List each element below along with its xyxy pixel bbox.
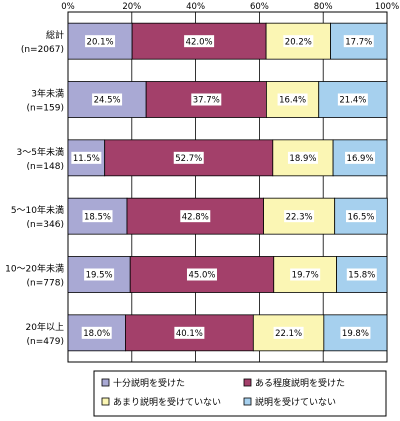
data-label: 20.1% <box>87 37 114 47</box>
x-axis-ticks: 0% 20% 40% 60% 80% 100% <box>61 2 399 12</box>
data-label: 40.1% <box>176 329 203 339</box>
data-label: 21.4% <box>339 96 366 106</box>
data-label-bg <box>184 35 215 48</box>
legend-label: ある程度説明を受けた <box>255 377 345 389</box>
data-label: 19.5% <box>86 271 113 281</box>
data-label-bg <box>84 268 115 281</box>
category-n-label: (n=148) <box>27 162 64 172</box>
category-label: 10～20年未満 <box>5 263 64 275</box>
data-label-bg <box>340 326 371 339</box>
data-label: 19.8% <box>342 329 369 339</box>
data-label: 16.5% <box>347 212 374 222</box>
category-label: 総計 <box>46 29 64 41</box>
plot-area <box>67 11 388 363</box>
data-label-bg <box>277 93 308 106</box>
data-label: 11.5% <box>73 154 100 164</box>
category-labels: 総計 (n=2067) 3年未満 (n=159) 3～5年未満 (n=148) 5～10年未… <box>5 29 64 347</box>
data-label-bg <box>346 210 377 223</box>
data-label-bg <box>92 93 123 106</box>
data-label: 16.4% <box>279 96 306 106</box>
data-label: 20.2% <box>285 37 312 47</box>
data-label: 24.5% <box>94 96 121 106</box>
data-label-bg <box>85 35 116 48</box>
category-label: 3～5年未満 <box>17 146 64 158</box>
data-label-bg <box>287 151 318 164</box>
data-label: 42.8% <box>182 212 209 222</box>
data-label-bg <box>346 268 377 281</box>
data-label-bg <box>81 326 112 339</box>
legend-label: あまり説明を受けていない <box>113 396 221 408</box>
data-label-bg <box>186 268 217 281</box>
data-label-bg <box>284 210 315 223</box>
data-label-bg <box>345 151 376 164</box>
x-tick-label: 0% <box>61 2 75 12</box>
legend-swatch <box>101 378 110 387</box>
data-label: 22.3% <box>286 212 313 222</box>
category-n-label: (n=479) <box>27 337 64 347</box>
category-label: 3年未満 <box>31 88 64 100</box>
data-label: 42.0% <box>186 37 213 47</box>
data-label-bg <box>180 210 211 223</box>
data-label-bg <box>273 326 304 339</box>
x-tick-label: 40% <box>186 2 205 12</box>
legend-swatch <box>243 397 252 406</box>
data-label-bg <box>191 93 222 106</box>
x-tick-label: 100% <box>375 2 399 12</box>
data-label: 37.7% <box>193 96 220 106</box>
data-label-bg <box>173 151 204 164</box>
data-label: 19.7% <box>292 271 319 281</box>
category-n-label: (n=778) <box>27 279 64 289</box>
data-label: 18.9% <box>289 154 316 164</box>
category-n-label: (n=346) <box>27 220 64 230</box>
x-tick-label: 80% <box>314 2 333 12</box>
data-label: 15.8% <box>348 271 375 281</box>
data-label-bg <box>174 326 205 339</box>
data-label-bg <box>71 151 102 164</box>
data-label: 18.0% <box>83 329 110 339</box>
data-label: 52.7% <box>175 154 202 164</box>
bars: 20.1% 42.0% 20.2% 17.7% 24.5% 37.7% 16.4% 21.4%… <box>67 22 388 352</box>
category-n-label: (n=2067) <box>21 45 64 55</box>
data-label-bg <box>337 93 368 106</box>
data-label: 16.9% <box>347 154 374 164</box>
data-label-bg <box>283 35 314 48</box>
legend-box <box>93 370 387 417</box>
category-label: 20年以上 <box>26 321 64 333</box>
data-label-bg <box>343 35 374 48</box>
legend-label: 説明を受けていない <box>255 396 336 408</box>
category-label: 5～10年未満 <box>11 204 64 216</box>
x-tick-label: 60% <box>250 2 269 12</box>
legend-swatch <box>243 378 252 387</box>
data-label-bg <box>290 268 321 281</box>
legend-swatch <box>101 397 110 406</box>
data-label: 45.0% <box>188 271 215 281</box>
legend-label: 十分説明を受けた <box>113 377 185 389</box>
plot-border <box>67 11 388 363</box>
data-label: 22.1% <box>275 329 302 339</box>
data-label-bg <box>82 210 113 223</box>
x-tick-label: 20% <box>122 2 141 12</box>
data-label: 17.7% <box>345 37 372 47</box>
category-n-label: (n=159) <box>27 104 64 114</box>
data-label: 18.5% <box>84 212 111 222</box>
